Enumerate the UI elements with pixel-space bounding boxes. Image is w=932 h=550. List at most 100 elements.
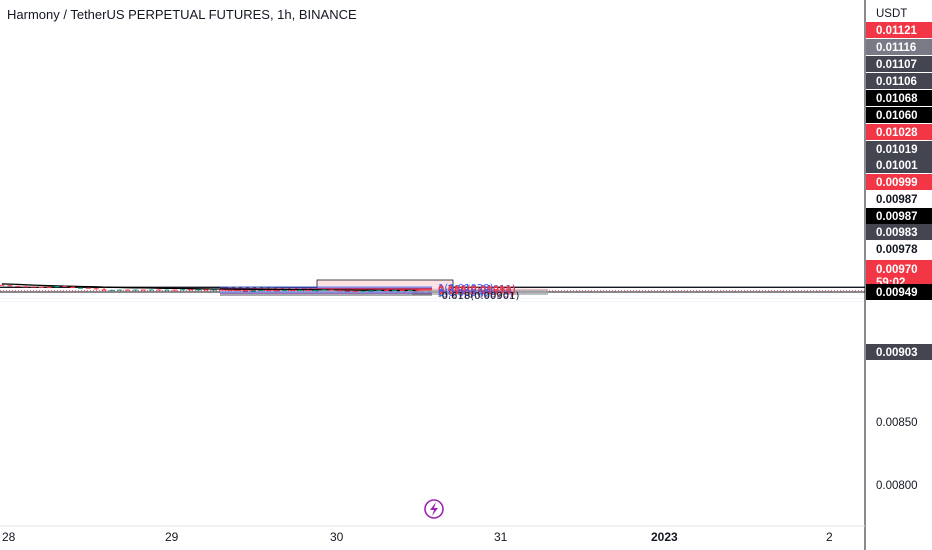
candle-body-11	[85, 287, 91, 289]
candle-body-9	[70, 286, 76, 288]
candle-body-16	[125, 289, 131, 291]
candle-body-40	[313, 290, 319, 292]
candle-body-7	[54, 286, 60, 288]
price-label-bg-3	[866, 73, 932, 89]
candle-body-26	[203, 289, 209, 291]
candle-body-15	[117, 289, 123, 291]
fib-label-7: -0.618(0.00901)	[438, 291, 519, 302]
fib-label-3: 0.5(0.00988)	[438, 286, 503, 297]
candle-body-0	[0, 284, 5, 286]
candle-body-51	[399, 289, 405, 291]
candle-body-33	[258, 290, 264, 292]
candle-body-47	[368, 290, 374, 292]
candle-body-12	[93, 288, 99, 290]
price-label-10: 0.00987	[876, 194, 918, 206]
candle-body-6	[46, 287, 52, 289]
price-label-9: 0.00999	[876, 177, 918, 189]
candle-body-48	[376, 290, 382, 292]
price-label-bg-12	[866, 224, 932, 240]
candle-body-19	[148, 289, 154, 291]
fib-trend-line[interactable]	[227, 286, 433, 293]
price-label-bg-1	[866, 39, 932, 55]
price-label-7: 0.01019	[876, 144, 918, 156]
price-label-bg-9	[866, 174, 932, 190]
price-tick-0.00850: 0.00850	[876, 417, 918, 429]
candle-body-53	[415, 289, 421, 291]
candle-body-44	[344, 290, 350, 292]
candle-body-35	[274, 290, 280, 292]
price-label-13: 0.00978	[876, 244, 918, 256]
candle-body-45	[352, 291, 358, 293]
candle-body-42	[329, 289, 335, 291]
fib-label-6: -0.27(0.00928)	[438, 289, 513, 300]
price-label-6: 0.01028	[876, 127, 918, 139]
moving-average-layer	[1, 283, 419, 292]
candle-body-5	[38, 286, 44, 288]
candle-body-20	[156, 289, 162, 291]
price-label-8: 0.01001	[876, 160, 918, 172]
lightning-icon[interactable]	[424, 499, 444, 519]
chart-title: Harmony / TetherUS PERPETUAL FUTURES, 1h…	[7, 7, 357, 22]
candle-body-28	[219, 289, 225, 291]
price-label-2: 0.01107	[876, 59, 917, 71]
price-label-lower-bg-1	[866, 344, 932, 360]
price-label-bg-4	[866, 90, 932, 106]
short-position-stop-zone[interactable]	[412, 288, 548, 290]
candle-body-23	[180, 289, 186, 291]
price-label-12: 0.00983	[876, 227, 918, 239]
price-label-3: 0.01106	[876, 76, 917, 88]
price-tick-0.00800: 0.00800	[876, 480, 918, 492]
candle-body-13	[101, 289, 107, 291]
candle-body-37	[289, 290, 295, 292]
candle-body-41	[321, 289, 327, 291]
candle-body-18	[140, 289, 146, 291]
candle-body-30	[235, 289, 240, 291]
price-label-lower-0: 0.00949	[876, 287, 918, 299]
price-label-bg-5	[866, 107, 932, 123]
price-label-bg-8	[866, 157, 932, 173]
fib-label-5: 0(0.00949)	[438, 288, 494, 299]
chart-grid	[0, 297, 865, 302]
candle-body-24	[187, 289, 193, 291]
current-price-label: 0.00970	[876, 264, 918, 276]
candle-body-39	[305, 289, 311, 291]
price-label-1: 0.01116	[876, 42, 916, 54]
fib-label-4: 0.382(0.00979)	[438, 286, 516, 297]
candle-body-36	[282, 290, 288, 292]
price-label-bg-11	[866, 208, 932, 224]
time-tick-30: 30	[330, 530, 344, 544]
moving-average-line	[1, 283, 419, 292]
short-position-target-zone[interactable]	[412, 289, 548, 295]
time-tick-31: 31	[494, 530, 508, 544]
price-label-lower-bg-0	[866, 284, 932, 300]
price-label-bg-7	[866, 141, 932, 157]
time-tick-29: 29	[165, 530, 179, 544]
candle-body-52	[407, 289, 413, 291]
candle-body-25	[195, 289, 201, 291]
candle-body-21	[164, 289, 170, 291]
fib-label-1: 0.786(0.01011)	[438, 284, 516, 295]
candle-body-38	[297, 289, 303, 291]
candle-body-31	[242, 290, 248, 292]
candle-body-43	[337, 290, 343, 292]
fib-label-0: 1(0.01028)	[438, 283, 494, 294]
candle-body-50	[392, 289, 397, 291]
candle-body-10	[78, 287, 83, 289]
candle-body-1	[7, 285, 13, 287]
time-tick-2023: 2023	[651, 530, 678, 544]
candle-body-3	[23, 286, 29, 288]
candle-body-17	[132, 289, 138, 291]
price-label-bg-0	[866, 22, 932, 38]
fib-label-2: 0.618(0.00998)	[438, 285, 516, 296]
drawing-layer[interactable]	[0, 279, 866, 296]
time-tick-2: 2	[826, 530, 833, 544]
price-label-4: 0.01068	[876, 93, 918, 105]
price-label-11: 0.00987	[876, 211, 918, 223]
price-label-bg-6	[866, 124, 932, 140]
price-label-bg-2	[866, 56, 932, 72]
candle-body-2	[15, 285, 21, 287]
price-label-0: 0.01121	[876, 25, 918, 37]
candle-body-8	[62, 286, 68, 288]
